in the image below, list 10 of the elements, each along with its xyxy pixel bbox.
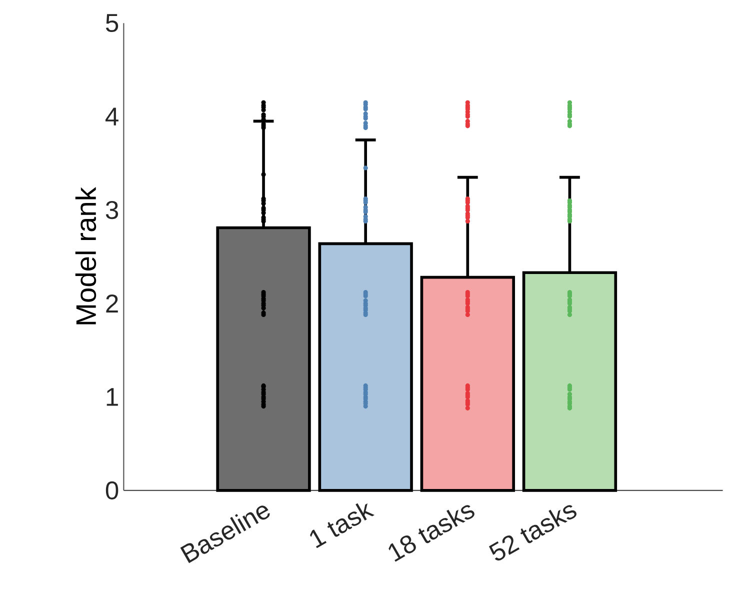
x-tick-label: 52 tasks [488,505,576,561]
y-tick-label: 1 [106,388,118,406]
y-tick-label: 2 [106,294,118,313]
x-tick-label: 18 tasks [388,505,474,562]
y-axis-title: Model rank [75,187,96,324]
y-tick-label: 0 [106,482,118,500]
y-tick-label: 4 [105,108,118,126]
x-tick-label: 1 task [310,503,374,548]
y-tick-label: 5 [106,14,118,32]
y-tick-label: 3 [106,201,118,220]
